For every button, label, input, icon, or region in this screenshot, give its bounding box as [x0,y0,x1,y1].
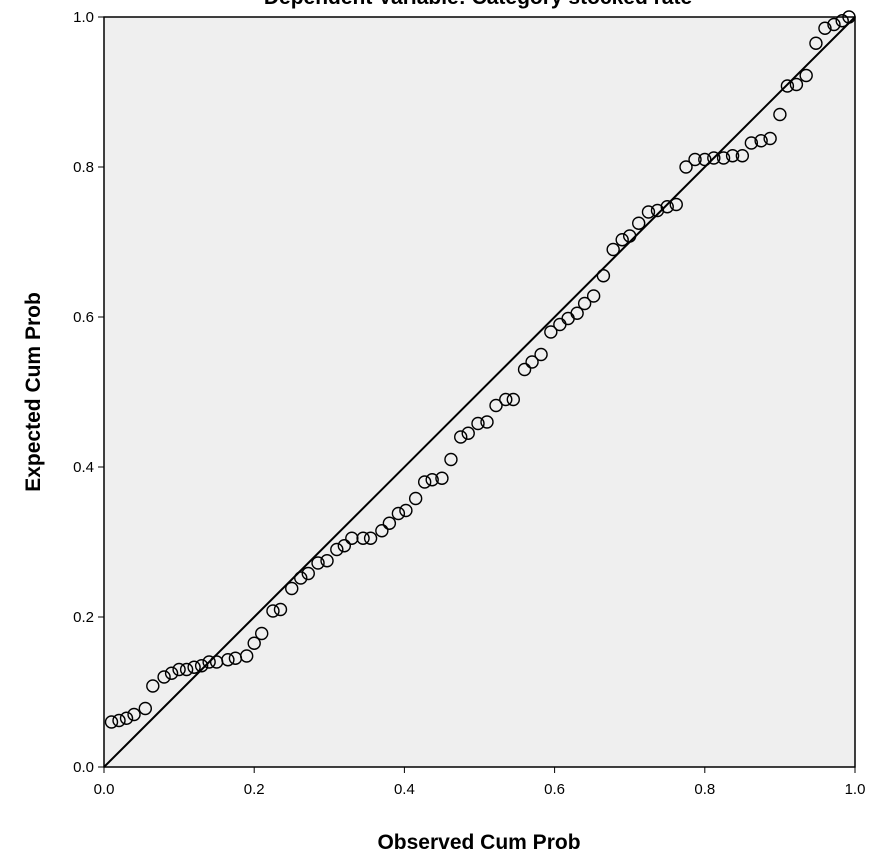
x-tick-label: 0.0 [94,781,115,798]
y-axis-title: Expected Cum Prob [22,292,45,492]
data-point [632,216,646,230]
data-point [119,711,134,725]
data-point [399,503,413,518]
data-point [356,531,370,545]
data-point [375,524,389,538]
data-point [172,662,186,677]
data-point [164,666,179,680]
data-point [179,662,194,677]
data-point [615,233,629,247]
data-point [408,491,423,506]
data-point [435,471,449,485]
data-point [679,160,693,174]
y-tick-label: 0.6 [73,309,94,326]
x-tick-label: 0.2 [244,781,265,798]
data-point [112,713,126,728]
data-point [641,205,656,219]
data-point [194,659,209,673]
data-point [146,679,160,693]
data-point [444,452,458,467]
data-point [606,242,620,257]
data-point [499,392,513,407]
data-point [835,14,849,28]
data-point [138,701,153,716]
data-point [789,77,804,92]
data-point [506,392,520,407]
x-tick-label: 0.8 [694,781,715,798]
y-tick-label: 0.8 [73,159,94,176]
data-point [337,539,352,553]
reference-line [103,16,856,768]
data-point [525,355,539,369]
data-point [517,362,532,377]
data-point [301,566,315,581]
data-point [716,151,731,165]
data-point [586,289,601,303]
data-point [247,636,261,650]
data-point [489,398,503,413]
data-point [660,200,674,214]
y-tick-label: 0.2 [73,609,94,626]
y-tick-label: 0.0 [73,759,94,776]
data-point [104,715,119,729]
data-point [809,36,823,50]
data-point [382,516,397,530]
data-point [544,325,558,339]
data-point [311,556,325,570]
data-point [454,430,468,444]
y-tick-label: 0.4 [73,459,94,476]
x-axis-title: Observed Cum Prob [377,831,580,854]
data-point [425,473,439,487]
data-point [669,197,683,212]
data-point [391,506,406,521]
data-point [187,660,201,674]
data-point [842,10,856,24]
data-point [799,68,813,83]
data-point [480,415,494,429]
data-point [417,475,432,489]
data-point [320,554,334,568]
data-point [735,149,750,163]
data-point [763,131,777,146]
x-tick-label: 1.0 [845,781,866,798]
data-point [461,426,475,440]
data-point [127,707,141,722]
y-tick-label: 1.0 [73,9,94,26]
data-point [725,149,740,163]
data-point [818,21,832,35]
data-point [202,655,216,669]
data-point [688,152,702,167]
data-point [273,602,288,617]
data-point [570,306,584,320]
data-point [266,604,280,618]
data-point [285,581,299,596]
data-point [221,653,235,667]
x-tick-label: 0.4 [394,781,415,798]
data-point [345,531,359,545]
data-point [596,269,611,283]
data-point [698,152,712,167]
data-point [780,79,795,93]
data-point [827,17,841,32]
data-point [744,136,759,150]
data-point [294,571,308,585]
x-tick-label: 0.6 [544,781,565,798]
data-point [773,107,787,122]
data-point [363,531,378,545]
data-point [255,626,269,641]
chart-title: Dependent Variable: Category stocked rat… [264,0,692,9]
data-point [577,296,592,311]
data-point [471,416,485,431]
data-point [623,229,637,243]
data-point [707,151,721,165]
data-point [157,670,171,684]
data-point [239,649,254,663]
data-point [534,347,548,362]
data-point [754,134,768,148]
data-point [330,542,344,557]
